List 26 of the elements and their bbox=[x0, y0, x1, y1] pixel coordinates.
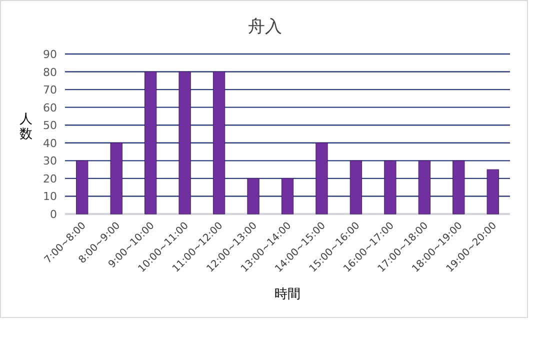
bar bbox=[486, 169, 499, 214]
bar bbox=[110, 142, 122, 214]
bar bbox=[144, 72, 157, 214]
y-tick-label: 70 bbox=[43, 84, 57, 97]
bar bbox=[452, 160, 465, 214]
y-tick-label: 20 bbox=[43, 172, 57, 186]
chart-title: 舟入 bbox=[248, 17, 282, 37]
bar bbox=[247, 178, 260, 214]
bar bbox=[316, 142, 328, 214]
y-tick-label: 60 bbox=[43, 101, 57, 114]
y-tick-label: 90 bbox=[43, 48, 57, 61]
y-tick-label: 0 bbox=[50, 208, 57, 221]
x-axis-title: 時間 bbox=[274, 287, 300, 302]
y-tick-label: 10 bbox=[43, 190, 57, 204]
bar bbox=[418, 160, 430, 214]
bar bbox=[350, 160, 362, 214]
y-tick-label: 40 bbox=[43, 136, 57, 150]
bar bbox=[281, 178, 294, 214]
bar bbox=[212, 72, 226, 214]
bar bbox=[76, 160, 88, 214]
bar bbox=[384, 160, 396, 214]
y-tick-label: 80 bbox=[43, 66, 57, 79]
y-tick-label: 50 bbox=[43, 119, 57, 132]
bar bbox=[178, 72, 191, 214]
y-axis-title: 人数 bbox=[20, 112, 32, 142]
y-tick-label: 30 bbox=[43, 154, 57, 168]
